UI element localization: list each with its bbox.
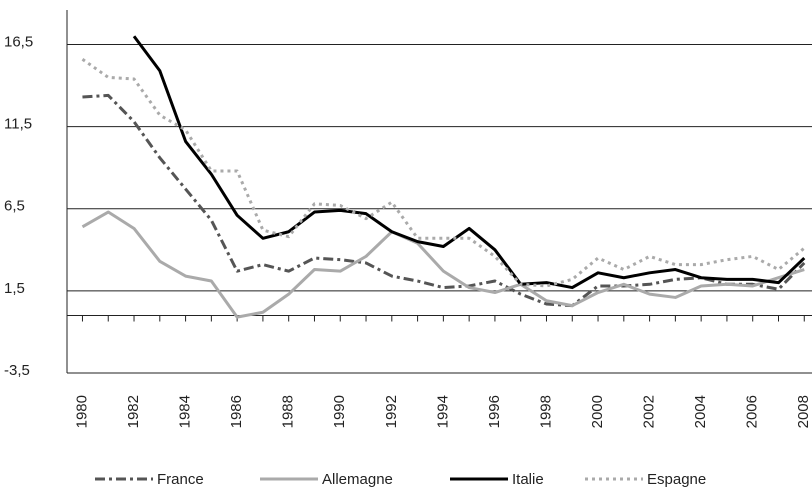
- x-tick-label: 2008: [795, 395, 812, 428]
- x-tick-label: 1994: [434, 395, 451, 428]
- x-tick-label: 1992: [383, 395, 400, 428]
- legend-label: Espagne: [647, 471, 706, 488]
- legend-label: France: [157, 471, 204, 488]
- x-tick-label: 1984: [177, 395, 194, 428]
- x-tick-label: 1982: [125, 395, 142, 428]
- y-tick-label: 6,5: [4, 198, 25, 215]
- x-tick-label: 2006: [744, 395, 761, 428]
- series-line: [81, 210, 805, 319]
- x-tick-label: 1996: [486, 395, 503, 428]
- legend-label: Italie: [512, 471, 544, 488]
- x-tick-label: 1988: [280, 395, 297, 428]
- series-line: [81, 58, 806, 288]
- x-tick-label: 2002: [641, 395, 658, 428]
- x-tick-label: 2004: [692, 395, 709, 428]
- x-tick-label: 2000: [589, 395, 606, 428]
- y-tick-label: 16,5: [4, 33, 33, 50]
- x-tick-label: 1990: [331, 395, 348, 428]
- y-tick-label: 11,5: [4, 116, 32, 133]
- y-tick-label: -3,5: [4, 362, 30, 379]
- x-tick-label: 1998: [537, 395, 554, 428]
- x-tick-label: 1986: [228, 395, 245, 428]
- x-tick-label: 1980: [73, 395, 90, 428]
- series-line: [132, 35, 806, 290]
- legend-label: Allemagne: [322, 471, 393, 488]
- y-tick-label: 1,5: [4, 280, 25, 297]
- series-line: [82, 93, 806, 308]
